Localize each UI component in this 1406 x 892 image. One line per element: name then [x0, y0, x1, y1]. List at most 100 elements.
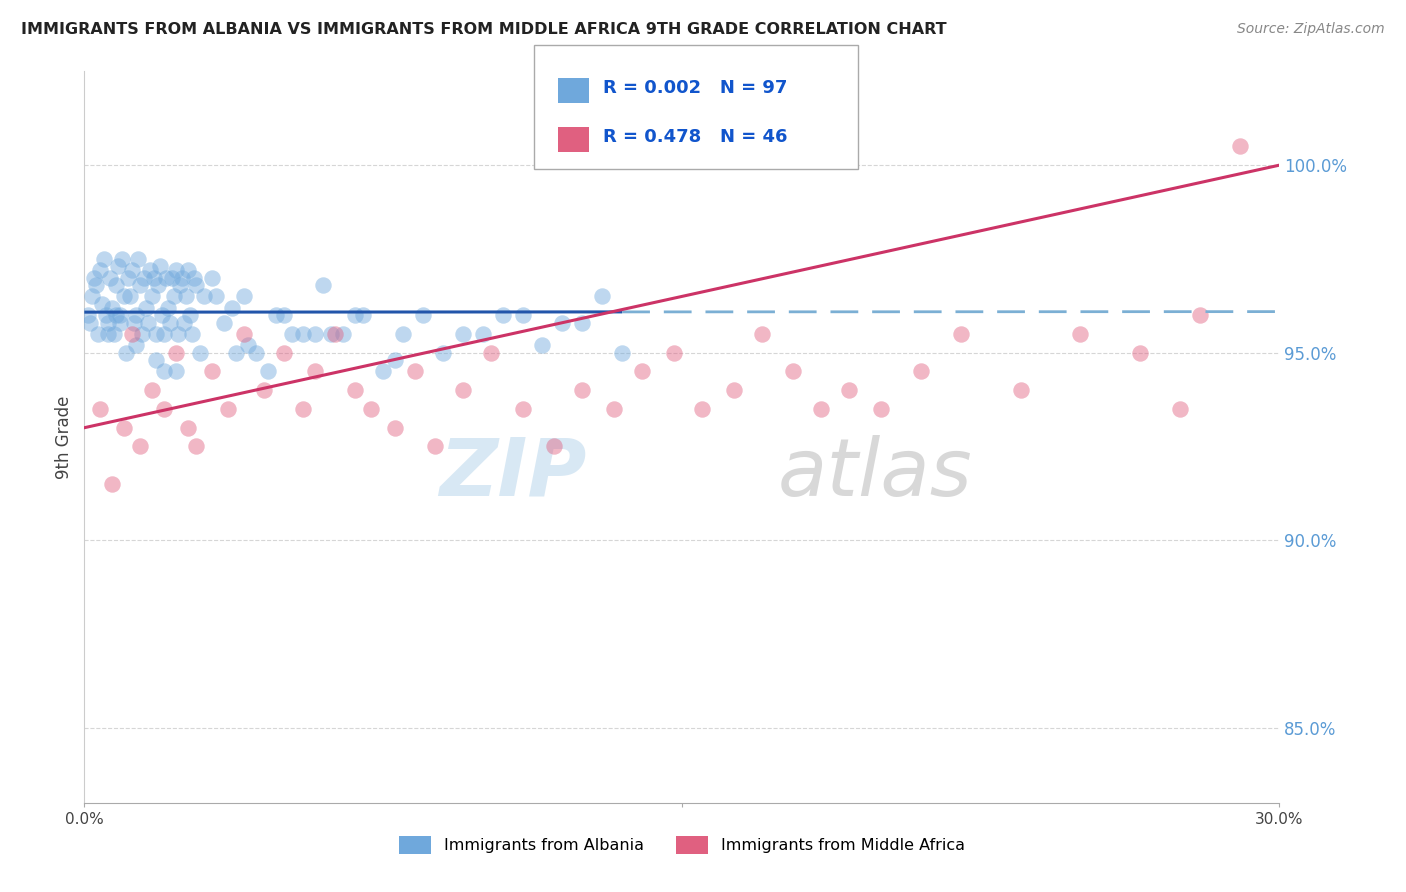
Point [97, 326, 120, 341]
Point [292, 326, 315, 341]
Point [177, 263, 200, 277]
Point [321, 326, 343, 341]
Point [751, 326, 773, 341]
Point [384, 353, 406, 368]
Point [132, 270, 156, 285]
Point [165, 263, 187, 277]
Text: Source: ZipAtlas.com: Source: ZipAtlas.com [1237, 22, 1385, 37]
Point [122, 316, 145, 330]
Point [179, 308, 201, 322]
Point [93, 252, 115, 266]
Point [105, 278, 128, 293]
Point [662, 345, 685, 359]
Point [690, 401, 713, 416]
Point [273, 308, 295, 322]
Point [392, 326, 415, 341]
Point [404, 364, 426, 378]
Point [139, 263, 162, 277]
Point [163, 289, 186, 303]
Point [264, 308, 287, 322]
Point [412, 308, 434, 322]
Point [212, 316, 235, 330]
Point [110, 316, 132, 330]
Point [280, 326, 302, 341]
Point [86, 278, 108, 293]
Point [352, 308, 374, 322]
Point [129, 278, 152, 293]
Point [129, 440, 152, 454]
Point [344, 383, 367, 397]
Text: R = 0.002   N = 97: R = 0.002 N = 97 [603, 79, 787, 97]
Point [177, 420, 200, 434]
Point [479, 345, 502, 359]
Point [167, 326, 190, 341]
Point [810, 401, 832, 416]
Point [121, 263, 143, 277]
Point [492, 308, 515, 322]
Point [115, 345, 138, 359]
Point [344, 308, 367, 322]
Point [384, 420, 406, 434]
Point [83, 270, 105, 285]
Point [423, 440, 446, 454]
Point [253, 383, 276, 397]
Point [273, 345, 295, 359]
Point [141, 383, 163, 397]
Point [101, 301, 124, 315]
Point [155, 270, 177, 285]
Point [131, 326, 153, 341]
Point [153, 364, 176, 378]
Point [97, 316, 120, 330]
Point [910, 364, 932, 378]
Point [160, 270, 183, 285]
Point [432, 345, 454, 359]
Point [125, 338, 148, 352]
Point [838, 383, 860, 397]
Point [87, 326, 110, 341]
Point [79, 316, 101, 330]
Point [143, 270, 166, 285]
Point [193, 289, 215, 303]
Y-axis label: 9th Grade: 9th Grade [55, 395, 73, 479]
Point [870, 401, 893, 416]
Point [949, 326, 972, 341]
Point [121, 326, 143, 341]
Point [188, 345, 211, 359]
Point [173, 316, 195, 330]
Point [117, 270, 139, 285]
Point [98, 270, 121, 285]
Point [225, 345, 247, 359]
Point [157, 301, 180, 315]
Point [304, 364, 326, 378]
Point [96, 308, 118, 322]
Point [105, 308, 128, 322]
Point [120, 289, 142, 303]
Point [292, 401, 315, 416]
Point [1188, 308, 1211, 322]
Point [1010, 383, 1032, 397]
Point [512, 401, 534, 416]
Point [153, 401, 176, 416]
Point [571, 316, 593, 330]
Point [135, 301, 157, 315]
Point [112, 289, 135, 303]
Point [591, 289, 613, 303]
Point [571, 383, 593, 397]
Point [170, 270, 193, 285]
Point [782, 364, 804, 378]
Point [107, 260, 129, 274]
Text: atlas: atlas [778, 434, 973, 513]
Point [531, 338, 554, 352]
Point [183, 270, 205, 285]
Point [91, 297, 114, 311]
Point [201, 270, 224, 285]
Point [312, 278, 335, 293]
Point [165, 364, 187, 378]
Text: IMMIGRANTS FROM ALBANIA VS IMMIGRANTS FROM MIDDLE AFRICA 9TH GRADE CORRELATION C: IMMIGRANTS FROM ALBANIA VS IMMIGRANTS FR… [21, 22, 946, 37]
Point [184, 440, 207, 454]
Point [551, 316, 574, 330]
Point [1069, 326, 1091, 341]
Point [205, 289, 228, 303]
Point [103, 326, 125, 341]
Point [174, 289, 197, 303]
